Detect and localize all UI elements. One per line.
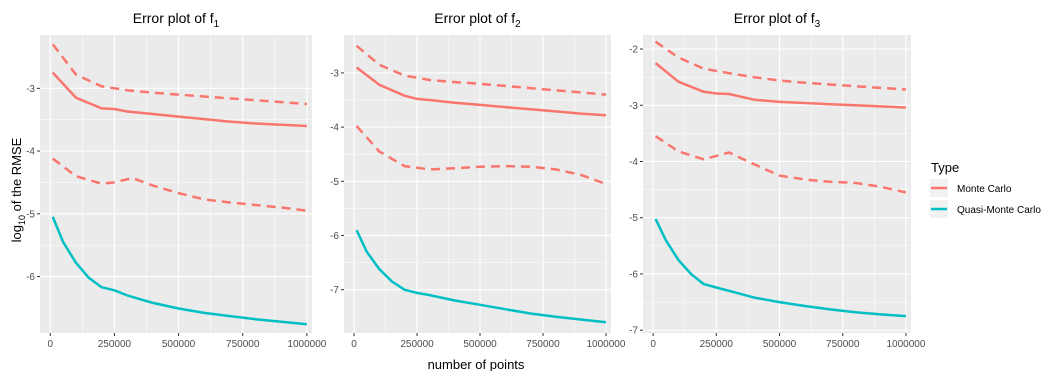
series-line-quasi-monte-carlo-solid xyxy=(355,229,607,324)
series-line-monte-carlo-solid xyxy=(51,71,307,128)
series-line-monte-carlo-solid xyxy=(355,66,607,117)
x-tick-label: 750000 xyxy=(226,339,260,350)
x-tick-label: 0 xyxy=(351,339,357,350)
x-tick-label: 750000 xyxy=(526,339,560,350)
legend-label-monte-carlo: Monte Carlo xyxy=(957,184,1012,195)
y-tick-label: -2 xyxy=(629,45,638,56)
x-tick-label: 0 xyxy=(47,339,53,350)
series-line-monte-carlo-dashed xyxy=(654,135,907,194)
y-tick-label: -3 xyxy=(330,68,339,79)
series-line-monte-carlo-dashed xyxy=(355,44,607,96)
x-tick-label: 1000000 xyxy=(287,339,326,350)
series-line-monte-carlo-solid xyxy=(654,62,906,109)
series-line-monte-carlo-dashed xyxy=(355,125,607,186)
panel-1: 0 250000 500000 750000 1000000 -3 -4 -5 -6 Error … xyxy=(26,10,327,350)
x-tick-label: 250000 xyxy=(98,339,132,350)
panel-title: Error plot of f2 xyxy=(434,10,521,30)
legend: Type Monte Carlo Quasi-Monte Carlo xyxy=(930,160,1041,218)
x-tick-label: 1000000 xyxy=(886,339,925,350)
y-tick-label: -6 xyxy=(330,231,339,242)
series-line-monte-carlo-dashed xyxy=(51,43,307,106)
legend-label-quasi-monte-carlo: Quasi-Monte Carlo xyxy=(957,205,1041,216)
legend-title: Type xyxy=(931,160,959,175)
x-tick-label: 1000000 xyxy=(586,339,625,350)
panel-3: 0 250000 500000 750000 1000000 -2 -3 -4 -5 -6 -7 Er… xyxy=(629,10,926,350)
series-line-quasi-monte-carlo-solid xyxy=(654,218,906,318)
y-tick-label: -4 xyxy=(26,147,35,158)
series-line-quasi-monte-carlo-solid xyxy=(51,216,308,326)
panel-title: Error plot of f1 xyxy=(133,10,220,30)
y-tick-label: -5 xyxy=(330,177,339,188)
y-tick-label: -4 xyxy=(330,123,339,134)
x-tick-label: 500000 xyxy=(463,339,497,350)
y-tick-label: -7 xyxy=(629,326,638,337)
panel-2: 0 250000 500000 750000 1000000 -3 -4 -5 -6 -7 Erro… xyxy=(330,10,626,350)
y-tick-label: -4 xyxy=(629,157,638,168)
y-tick-label: -7 xyxy=(330,285,339,296)
x-tick-label: 250000 xyxy=(700,339,734,350)
x-tick-label: 500000 xyxy=(162,339,196,350)
y-tick-label: -6 xyxy=(26,272,35,283)
panel-title: Error plot of f3 xyxy=(734,10,821,30)
y-tick-label: -6 xyxy=(629,269,638,280)
x-tick-label: 750000 xyxy=(826,339,860,350)
x-tick-label: 0 xyxy=(650,339,656,350)
y-axis-title: log10 of the RMSE xyxy=(9,137,27,242)
series-line-monte-carlo-dashed xyxy=(52,157,308,212)
series-line-monte-carlo-dashed xyxy=(654,40,906,91)
x-axis-title: number of points xyxy=(428,357,525,371)
panel-background xyxy=(40,35,312,333)
y-tick-label: -5 xyxy=(629,213,638,224)
y-tick-label: -3 xyxy=(629,101,638,112)
panel-background xyxy=(344,35,611,333)
x-tick-label: 250000 xyxy=(400,339,434,350)
panel-background xyxy=(643,35,911,333)
y-tick-label: -3 xyxy=(26,84,35,95)
y-tick-label: -5 xyxy=(26,209,35,220)
panels: 0 250000 500000 750000 1000000 -3 -4 -5 -6 Error … xyxy=(26,10,926,350)
x-tick-label: 500000 xyxy=(763,339,797,350)
